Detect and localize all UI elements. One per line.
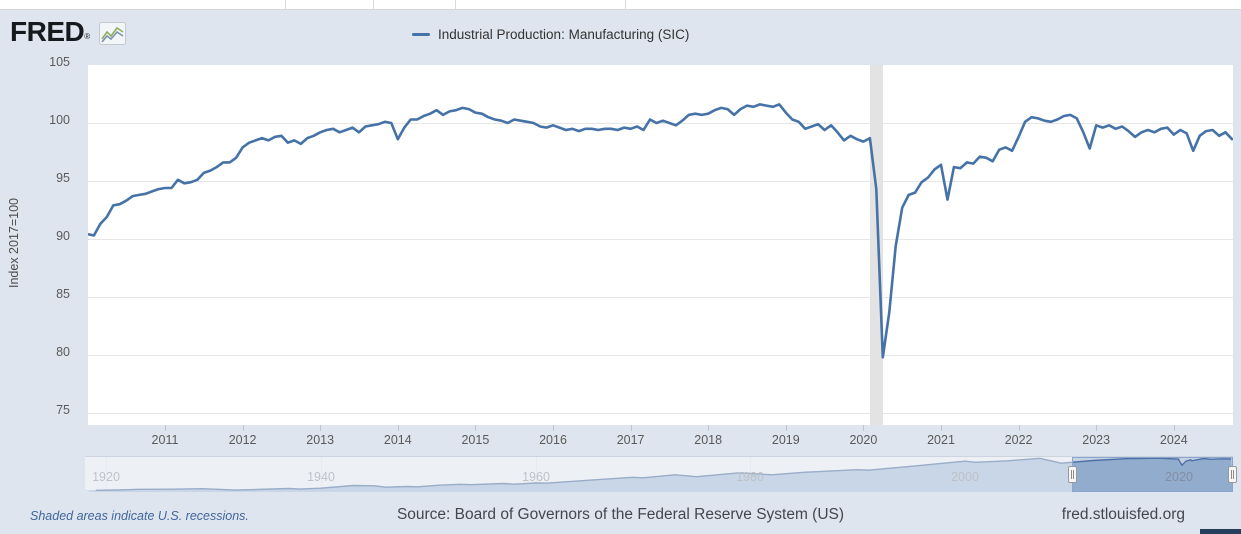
x-tick-mark bbox=[1173, 425, 1175, 431]
x-tick-label: 2012 bbox=[228, 433, 257, 447]
x-tick-label: 2019 bbox=[771, 433, 800, 447]
x-tick-mark bbox=[785, 425, 787, 431]
x-tick-label: 2014 bbox=[383, 433, 412, 447]
x-tick-label: 2023 bbox=[1082, 433, 1111, 447]
x-tick-mark bbox=[242, 425, 244, 431]
source-text: Source: Board of Governors of the Federa… bbox=[396, 506, 845, 523]
x-tick-mark bbox=[1018, 425, 1020, 431]
y-gridline bbox=[88, 239, 1233, 240]
y-tick-label: 75 bbox=[56, 403, 70, 417]
navigator-year-label: 1980 bbox=[736, 470, 764, 484]
x-tick-label: 2020 bbox=[849, 433, 878, 447]
table-column-divider bbox=[285, 0, 286, 10]
x-tick-mark bbox=[941, 425, 942, 431]
fred-logo-text: FRED bbox=[10, 16, 85, 47]
y-tick-label: 105 bbox=[49, 55, 70, 69]
navigator-gridline bbox=[536, 457, 537, 492]
registered-mark: ® bbox=[84, 32, 91, 41]
fred-site-link[interactable]: fred.stlouisfed.org bbox=[1061, 506, 1185, 523]
recession-note-link[interactable]: Shaded areas indicate U.S. recessions. bbox=[30, 509, 249, 523]
x-tick-mark bbox=[1096, 425, 1098, 431]
y-gridline bbox=[88, 355, 1233, 356]
x-tick-label: 2018 bbox=[694, 433, 723, 447]
y-tick-label: 80 bbox=[56, 345, 70, 359]
y-tick-label: 85 bbox=[56, 287, 70, 301]
x-tick-label: 2016 bbox=[539, 433, 567, 447]
x-tick-label: 2022 bbox=[1004, 433, 1033, 447]
y-tick-label: 95 bbox=[56, 171, 70, 185]
range-navigator[interactable]: 1920 1940 1960 1980 2000 2020 bbox=[85, 456, 1237, 492]
legend-line-swatch bbox=[412, 32, 430, 36]
plot-area[interactable] bbox=[88, 65, 1233, 425]
x-tick-label: 2024 bbox=[1159, 433, 1188, 447]
navigator-area-chart bbox=[85, 457, 1233, 492]
y-gridline bbox=[88, 413, 1233, 414]
x-tick-mark bbox=[475, 425, 477, 431]
fred-logo[interactable]: FRED® bbox=[10, 17, 126, 49]
x-tick-label: 2011 bbox=[151, 433, 179, 447]
x-tick-mark bbox=[708, 425, 710, 431]
y-gridline bbox=[88, 123, 1233, 124]
navigator-left-handle[interactable] bbox=[1067, 466, 1077, 483]
x-tick-mark bbox=[553, 425, 554, 431]
navigator-selected-window[interactable] bbox=[1072, 457, 1233, 492]
y-tick-label: 100 bbox=[49, 113, 70, 127]
legend-series-label: Industrial Production: Manufacturing (SI… bbox=[438, 26, 690, 42]
table-column-divider bbox=[373, 0, 374, 10]
x-tick-label: 2017 bbox=[616, 433, 645, 447]
y-tick-label: 90 bbox=[56, 229, 70, 243]
x-tick-mark bbox=[165, 425, 166, 431]
y-gridline bbox=[88, 297, 1233, 298]
x-tick-label: 2013 bbox=[306, 433, 335, 447]
x-tick-mark bbox=[397, 425, 399, 431]
navigator-year-label: 1960 bbox=[522, 470, 550, 484]
table-column-divider bbox=[625, 0, 626, 10]
navigator-right-handle[interactable] bbox=[1227, 466, 1237, 483]
navigator-year-label: 2000 bbox=[951, 470, 979, 484]
navigator-year-label: 1940 bbox=[307, 470, 335, 484]
x-tick-mark bbox=[630, 425, 632, 431]
navigator-unselected-mask bbox=[85, 457, 1073, 492]
legend-item[interactable]: Industrial Production: Manufacturing (SI… bbox=[412, 25, 689, 43]
x-tick-label: 2021 bbox=[927, 433, 955, 447]
navigator-year-label: 2020 bbox=[1165, 470, 1193, 484]
y-gridline bbox=[88, 181, 1233, 182]
x-tick-label: 2015 bbox=[461, 433, 490, 447]
x-tick-mark bbox=[863, 425, 865, 431]
navigator-year-label: 1920 bbox=[92, 470, 120, 484]
top-strip bbox=[0, 0, 1241, 10]
series-line bbox=[88, 103, 1233, 359]
navigator-gridline bbox=[321, 457, 322, 492]
sparkline-chart-icon bbox=[98, 22, 126, 50]
bottom-right-bar bbox=[1200, 529, 1241, 534]
navigator-gridline bbox=[106, 457, 107, 492]
x-tick-mark bbox=[320, 425, 322, 431]
table-column-divider bbox=[455, 0, 456, 10]
